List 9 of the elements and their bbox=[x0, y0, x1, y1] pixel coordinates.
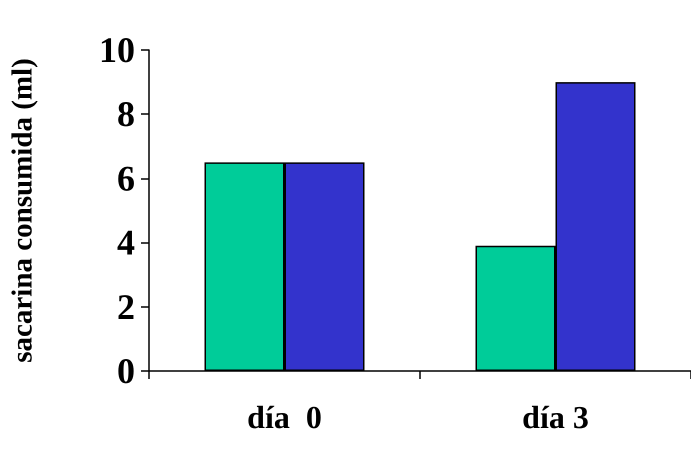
x-tick-label: día 3 bbox=[522, 399, 589, 435]
y-tick-label: 2 bbox=[117, 286, 135, 327]
y-tick-label: 10 bbox=[99, 30, 135, 70]
y-tick-label: 4 bbox=[117, 222, 135, 263]
y-tick-label: 0 bbox=[117, 351, 135, 391]
y-tick-label: 6 bbox=[117, 158, 135, 198]
y-axis-title: sacarina consumida (ml) bbox=[6, 58, 38, 363]
x-tick-label: día 0 bbox=[247, 399, 322, 435]
y-tick-label: 8 bbox=[117, 94, 135, 134]
